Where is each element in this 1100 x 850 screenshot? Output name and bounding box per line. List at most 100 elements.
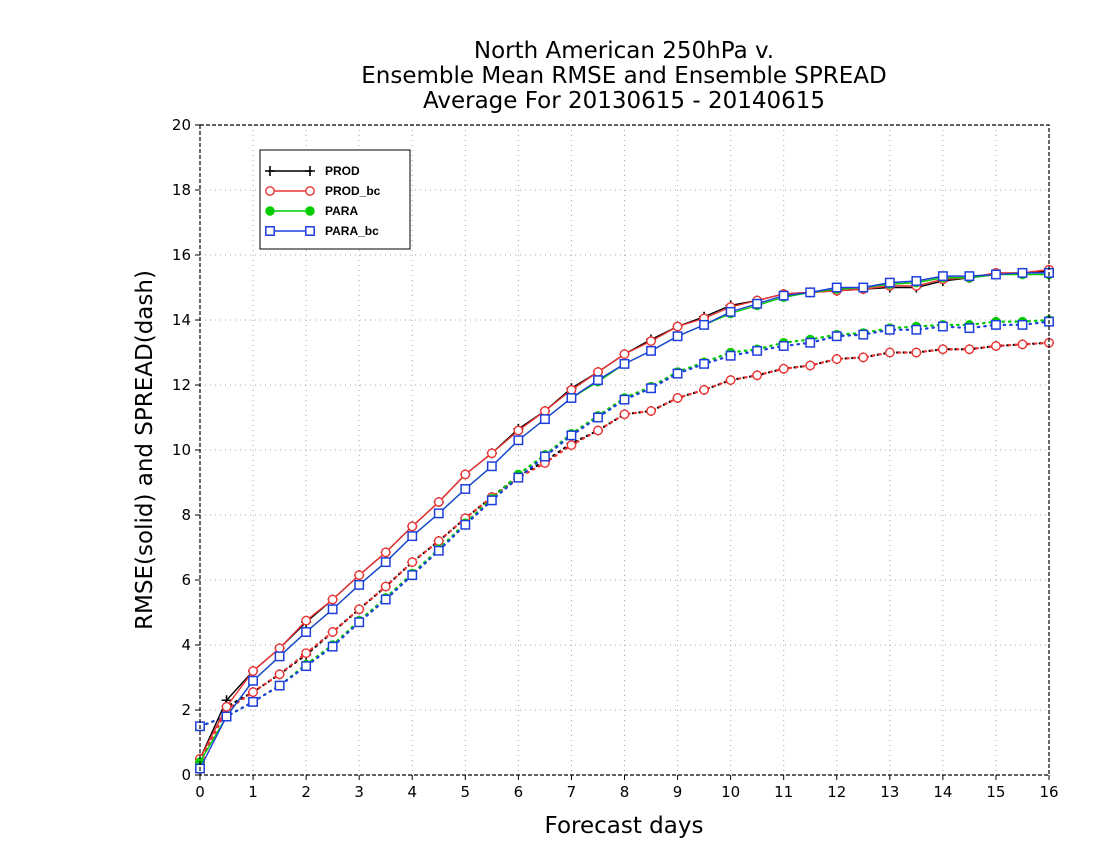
chart-title-line-1: North American 250hPa v. — [474, 38, 774, 64]
y-tick-label: 10 — [172, 441, 191, 459]
prod-bc-spread-point — [301, 648, 312, 659]
para-bc-rmse-point — [937, 271, 948, 282]
para-bc-rmse-point — [646, 345, 656, 356]
y-tick-label: 14 — [172, 311, 191, 329]
prod-bc-rmse-point — [274, 643, 285, 654]
para-bc-rmse-point — [460, 484, 471, 494]
y-tick-label: 2 — [181, 701, 191, 719]
prod-bc-spread-point — [991, 341, 1001, 351]
para-bc-spread-point — [513, 472, 524, 483]
legend-marker — [265, 186, 275, 196]
axis-ticks: 0 1 2 3 4 5 6 7 8 9 10 11 12 13 14 15 160246810121416182… — [172, 116, 1059, 801]
prod-bc-rmse-point — [301, 615, 312, 626]
para-bc-spread-point — [805, 337, 816, 348]
prod-bc-rmse-point — [407, 521, 418, 532]
para-bc-spread-point — [619, 394, 630, 405]
para-bc-spread-point — [1017, 319, 1028, 330]
legend-marker — [265, 166, 275, 176]
legend-marker — [305, 186, 315, 196]
para-bc-rmse-point — [964, 271, 975, 282]
legend-marker — [265, 206, 275, 216]
para-bc-spread-point — [327, 641, 338, 652]
para-bc-spread-point — [433, 545, 444, 556]
prod-bc-spread-point — [805, 360, 816, 371]
legend-item-prod-bc: PROD_bc — [265, 184, 381, 198]
para-bc-spread-point — [539, 451, 550, 462]
y-tick-label: 20 — [172, 116, 191, 134]
para-bc-spread-point — [752, 345, 763, 356]
para-bc-rmse-point — [274, 651, 285, 662]
prod-bc-spread-point — [646, 406, 656, 416]
prod-bc-spread-point — [354, 604, 365, 615]
para-bc-spread-point — [301, 661, 312, 672]
legend-marker — [305, 226, 315, 236]
para-bc-rmse-point — [433, 508, 444, 519]
x-tick-label: 3 — [354, 783, 364, 801]
legend-item-para-bc: PARA_bc — [265, 224, 379, 238]
para-bc-spread-point — [248, 696, 259, 707]
x-tick-label: 8 — [620, 783, 630, 801]
prod-bc-spread-point — [619, 409, 630, 420]
para-bc-rmse-point — [301, 627, 312, 637]
prod-bc-spread-point — [248, 687, 258, 698]
prod-bc-spread-point — [778, 363, 789, 374]
x-tick-label: 10 — [721, 783, 740, 801]
prod-bc-rmse-point — [486, 448, 497, 459]
y-axis-label: RMSE(solid) and SPREAD(dash) — [132, 270, 158, 630]
prod-bc-spread-point — [937, 344, 948, 355]
x-tick-label: 4 — [407, 783, 417, 801]
legend-item-prod: PROD — [265, 164, 360, 178]
prod-bc-spread-point — [831, 354, 842, 364]
para-bc-spread-point — [990, 319, 1001, 330]
para-bc-spread-point — [699, 358, 710, 369]
prod-bc-spread-point — [672, 393, 683, 403]
para-bc-rmse-point — [221, 711, 232, 722]
x-tick-label: 6 — [514, 783, 524, 801]
para-bc-spread-point — [831, 331, 842, 342]
legend-label: PROD — [325, 164, 360, 178]
para-bc-rmse-point — [566, 393, 577, 403]
para-bc-spread-point — [354, 617, 365, 628]
prod-bc-rmse-point — [327, 594, 338, 605]
para-bc-spread-point — [937, 321, 948, 332]
prod-bc-spread-point — [911, 347, 922, 358]
para-bc-rmse-point — [513, 435, 524, 446]
para-bc-spread-point — [725, 350, 736, 361]
prod-bc-spread-point — [327, 627, 338, 637]
series-layer — [195, 264, 1054, 774]
y-tick-label: 6 — [181, 571, 191, 589]
prod-bc-rmse-point — [593, 367, 603, 377]
prod-bc-rmse-point — [380, 547, 391, 558]
prod-bc-rmse-point — [540, 406, 550, 416]
para-bc-rmse-point — [831, 282, 842, 293]
x-tick-label: 11 — [774, 783, 793, 801]
x-tick-label: 9 — [673, 783, 683, 801]
prod-bc-spread-line — [198, 341, 1051, 764]
prod-bc-rmse-point — [354, 570, 365, 581]
para-bc-spread-point — [672, 368, 683, 379]
prod-bc-rmse-point — [672, 321, 683, 332]
series-para-rmse — [195, 269, 1054, 767]
x-tick-label: 13 — [880, 783, 899, 801]
para-bc-spread-point — [566, 430, 577, 441]
para-bc-rmse-point — [699, 319, 710, 330]
para-bc-spread-point — [858, 329, 869, 340]
prod-bc-rmse-point — [513, 425, 524, 436]
x-tick-label: 0 — [195, 783, 205, 801]
para-bc-rmse-point — [911, 276, 922, 286]
para-bc-rmse-point — [805, 287, 816, 298]
chart-title-line-2: Ensemble Mean RMSE and Ensemble SPREAD — [361, 63, 886, 89]
para-bc-rmse-point — [990, 269, 1001, 280]
para-bc-spread-point — [911, 324, 922, 335]
x-tick-label: 5 — [461, 783, 471, 801]
para-bc-spread-point — [646, 383, 656, 394]
x-tick-label: 16 — [1039, 783, 1058, 801]
para-bc-rmse-point — [1017, 267, 1028, 278]
legend-item-para: PARA — [265, 204, 358, 218]
x-tick-label: 14 — [933, 783, 952, 801]
legend: PROD PROD_bc PARA PARA_bc — [259, 149, 411, 250]
x-tick-label: 1 — [248, 783, 258, 801]
para-bc-rmse-point — [539, 414, 550, 425]
prod-bc-spread-point — [380, 581, 391, 592]
